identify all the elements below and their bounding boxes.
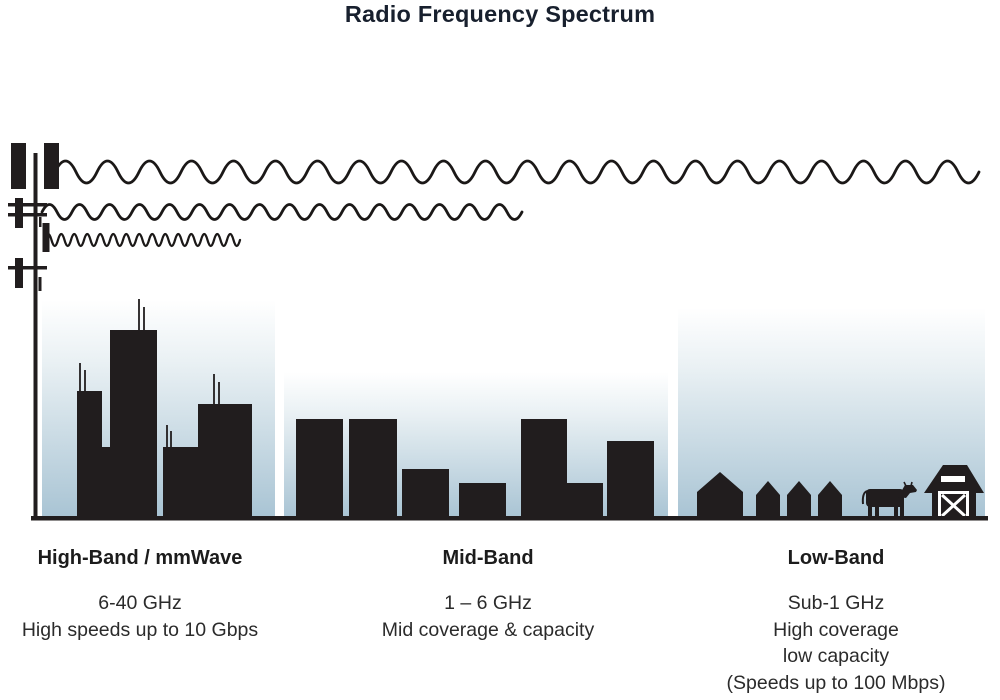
tower-panel-right xyxy=(44,143,59,189)
low-band-label-block: Low-Band Sub-1 GHz High coverage low cap… xyxy=(656,547,1000,696)
band-name: High-Band / mmWave xyxy=(37,547,243,569)
band-name: Mid-Band xyxy=(442,547,534,569)
band-frequency: 6-40 GHz xyxy=(98,592,182,614)
band-description: High speeds up to 10 Gbps xyxy=(21,618,259,641)
page-title: Radio Frequency Spectrum xyxy=(344,1,656,27)
building xyxy=(296,419,343,517)
house-icon xyxy=(818,481,842,517)
band-description: low capacity xyxy=(782,645,890,667)
house-icon xyxy=(697,472,743,517)
mid-band-wave-icon xyxy=(40,203,524,221)
building xyxy=(349,419,397,517)
rooftop-antenna xyxy=(138,299,145,330)
barn-icon xyxy=(924,465,984,518)
band-name: Low-Band xyxy=(787,547,885,569)
building xyxy=(402,469,449,517)
building xyxy=(459,483,506,517)
spectrum-illustration xyxy=(8,143,988,521)
band-frequency: 1 – 6 GHz xyxy=(444,592,532,614)
tower-stub xyxy=(39,217,42,227)
high-band-wave-icon xyxy=(43,232,242,248)
low-band-rural-icon xyxy=(697,465,984,518)
tower-crossbar xyxy=(8,266,47,270)
rooftop-antenna xyxy=(166,425,172,447)
ground-line xyxy=(31,516,988,521)
tower-crossbar xyxy=(8,203,47,207)
high-band-label-block: High-Band / mmWave 6-40 GHz High speeds … xyxy=(0,547,320,643)
band-description: High coverage xyxy=(773,618,899,641)
band-description: Mid coverage & capacity xyxy=(381,618,595,641)
tower-small-panel xyxy=(15,258,23,288)
rooftop-antenna xyxy=(79,363,86,391)
tower-side-panel xyxy=(42,223,50,252)
mid-band-label-block: Mid-Band 1 – 6 GHz Mid coverage & capaci… xyxy=(308,547,668,643)
mid-band-city-icon xyxy=(296,419,654,517)
building xyxy=(607,441,654,517)
tower-panel-left xyxy=(11,143,26,189)
high-band-city-icon xyxy=(77,299,252,517)
band-description: (Speeds up to 100 Mbps) xyxy=(726,671,946,694)
tower-mast xyxy=(33,153,38,516)
building xyxy=(521,419,603,517)
band-frequency: Sub-1 GHz xyxy=(787,592,885,614)
rooftop-antenna xyxy=(213,374,220,404)
house-icon xyxy=(787,481,811,517)
low-band-wave-icon xyxy=(53,159,981,185)
tower-stub xyxy=(38,277,42,291)
tower-crossbar xyxy=(8,213,47,217)
cell-tower-icon xyxy=(8,143,59,516)
skyscraper-block xyxy=(163,404,252,517)
tower-small-panel xyxy=(15,198,23,228)
cow-icon xyxy=(861,481,917,517)
house-icon xyxy=(756,481,780,517)
skyscraper-block xyxy=(77,330,157,517)
